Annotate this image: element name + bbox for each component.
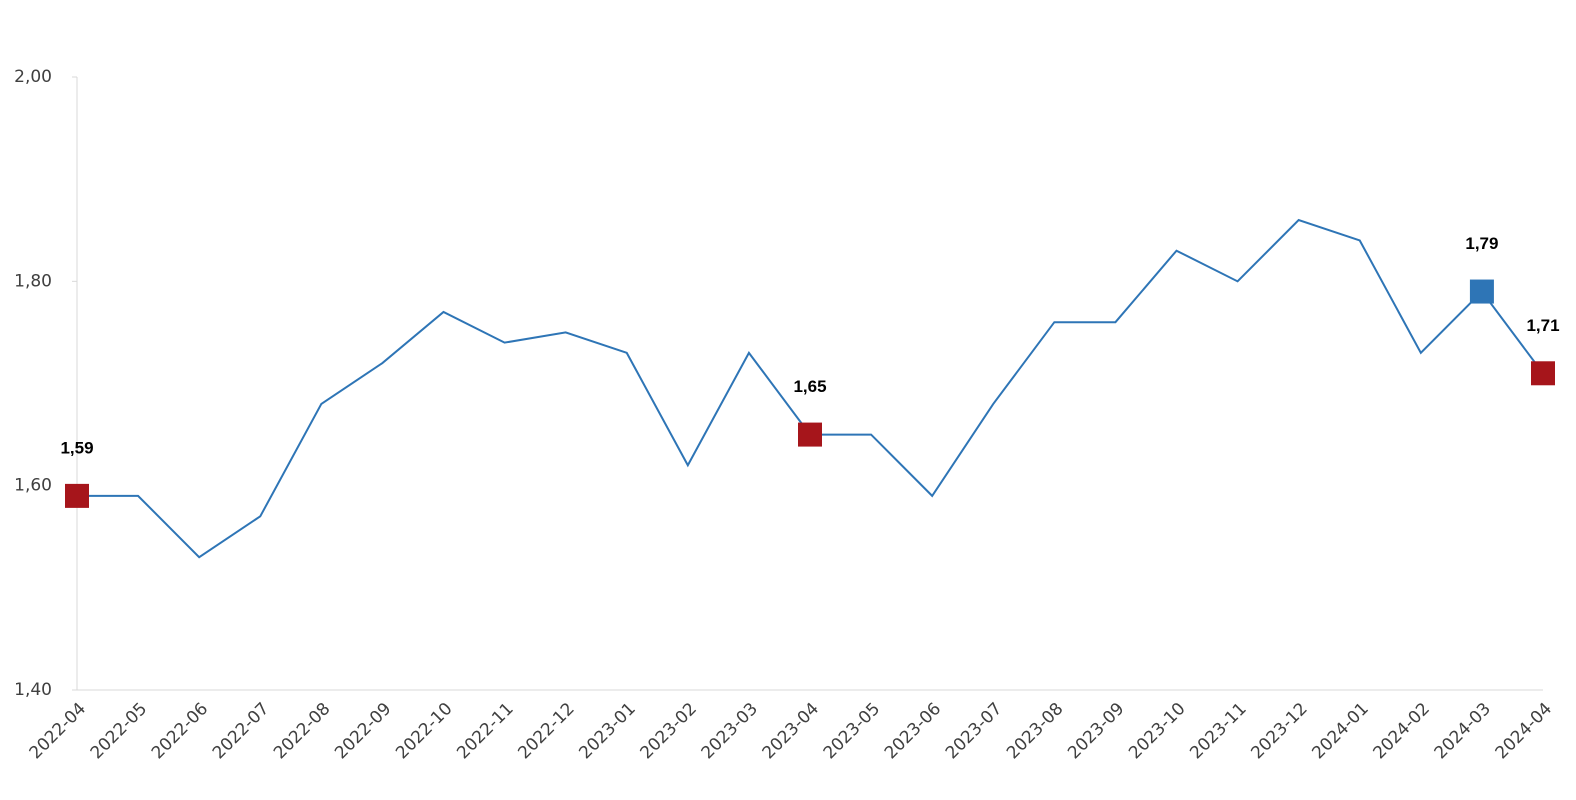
x-tick-label: 2022-04 bbox=[26, 699, 90, 763]
x-tick-label: 2023-12 bbox=[1247, 699, 1311, 763]
x-tick-label: 2023-09 bbox=[1064, 699, 1128, 763]
x-tick-label: 2023-08 bbox=[1003, 699, 1067, 763]
x-tick-label: 2023-10 bbox=[1125, 699, 1189, 763]
x-tick-label: 2022-06 bbox=[148, 699, 212, 763]
x-tick-label: 2024-01 bbox=[1308, 699, 1372, 763]
x-tick-label: 2024-04 bbox=[1492, 699, 1556, 763]
x-tick-label: 2023-11 bbox=[1186, 699, 1250, 763]
data-label: 1,79 bbox=[1465, 234, 1498, 253]
marker bbox=[798, 422, 822, 447]
y-tick-label: 2,00 bbox=[14, 67, 52, 87]
marker bbox=[1469, 279, 1494, 304]
x-tick-label: 2023-06 bbox=[881, 699, 945, 763]
data-label: 1,71 bbox=[1526, 316, 1559, 335]
data-label: 1,65 bbox=[793, 377, 826, 396]
x-tick-label: 2022-09 bbox=[331, 699, 395, 763]
x-tick-label: 2022-10 bbox=[392, 699, 456, 763]
y-tick-label: 1,80 bbox=[14, 271, 52, 291]
x-tick-label: 2023-03 bbox=[698, 699, 762, 763]
x-tick-label: 2023-07 bbox=[942, 699, 1006, 763]
x-tick-label: 2023-02 bbox=[637, 699, 701, 763]
x-tick-label: 2023-01 bbox=[575, 699, 639, 763]
x-tick-label: 2022-05 bbox=[87, 699, 151, 763]
y-tick-label: 1,60 bbox=[14, 476, 52, 496]
y-tick-label: 1,40 bbox=[14, 680, 52, 700]
x-tick-label: 2023-05 bbox=[820, 699, 884, 763]
x-tick-label: 2022-07 bbox=[209, 699, 273, 763]
marker bbox=[65, 483, 89, 508]
x-tick-label: 2022-08 bbox=[270, 699, 334, 763]
x-tick-label: 2022-12 bbox=[514, 699, 578, 763]
x-tick-label: 2024-02 bbox=[1370, 699, 1434, 763]
data-label: 1,59 bbox=[60, 438, 93, 457]
marker bbox=[1531, 361, 1555, 386]
x-tick-label: 2024-03 bbox=[1431, 699, 1495, 763]
x-tick-label: 2023-04 bbox=[759, 699, 823, 763]
x-tick-label: 2022-11 bbox=[453, 699, 517, 763]
